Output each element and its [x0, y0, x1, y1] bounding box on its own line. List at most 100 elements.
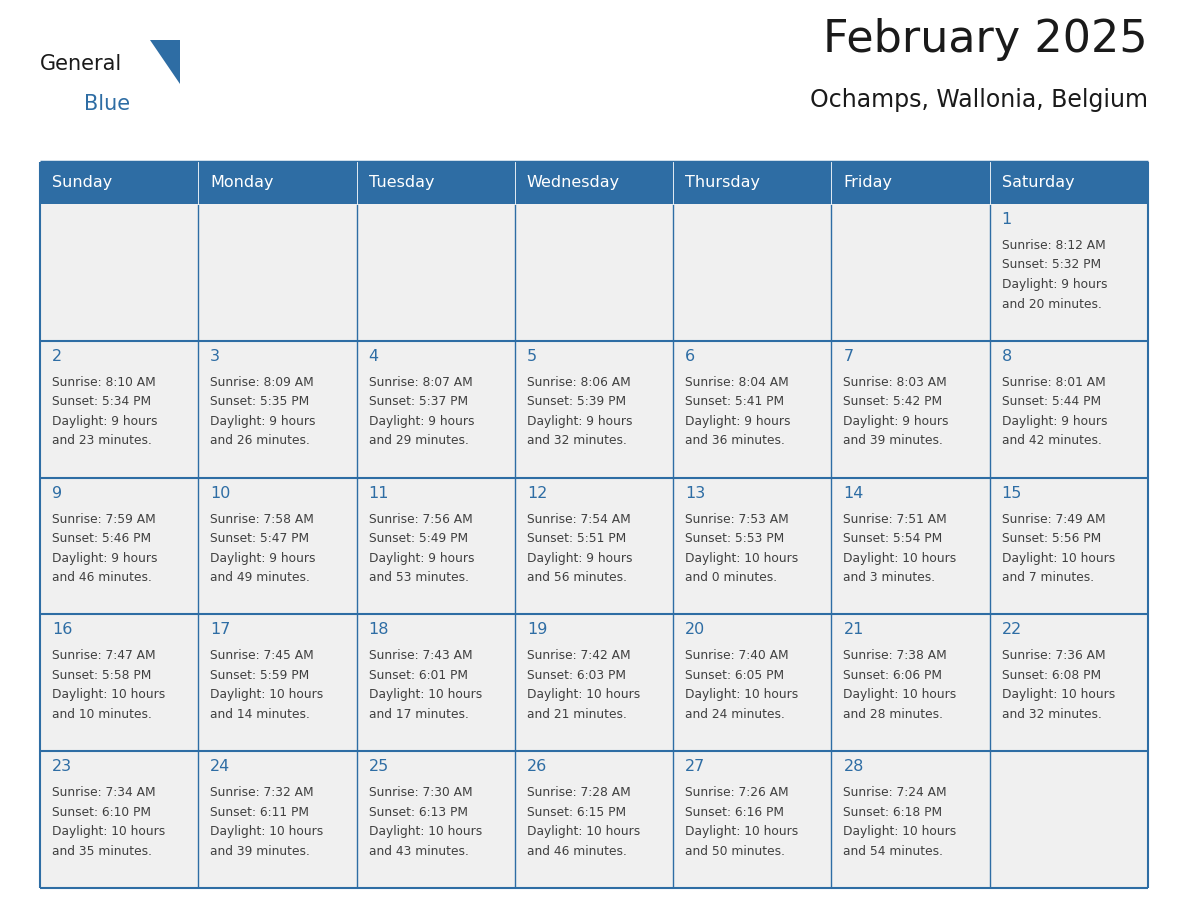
Text: Sunrise: 7:59 AM: Sunrise: 7:59 AM — [52, 512, 156, 526]
Text: 9: 9 — [52, 486, 62, 500]
Bar — [40, 614, 198, 751]
Text: Daylight: 10 hours: Daylight: 10 hours — [843, 825, 956, 838]
Text: Friday: Friday — [843, 175, 892, 191]
Text: Sunset: 6:18 PM: Sunset: 6:18 PM — [843, 806, 942, 819]
Bar — [990, 614, 1148, 751]
Text: 4: 4 — [368, 349, 379, 364]
Text: Daylight: 9 hours: Daylight: 9 hours — [1001, 278, 1107, 291]
Text: 13: 13 — [685, 486, 706, 500]
Bar — [990, 751, 1148, 888]
Bar — [356, 204, 514, 341]
Text: 25: 25 — [368, 759, 388, 774]
Text: and 49 minutes.: and 49 minutes. — [210, 571, 310, 584]
Bar — [674, 162, 832, 204]
Text: and 0 minutes.: and 0 minutes. — [685, 571, 777, 584]
Text: Sunset: 6:11 PM: Sunset: 6:11 PM — [210, 806, 309, 819]
Bar — [674, 204, 832, 341]
Text: and 21 minutes.: and 21 minutes. — [526, 708, 627, 721]
Bar — [990, 204, 1148, 341]
Text: 6: 6 — [685, 349, 695, 364]
Text: Daylight: 10 hours: Daylight: 10 hours — [685, 552, 798, 565]
Text: and 43 minutes.: and 43 minutes. — [368, 845, 468, 857]
Text: Sunset: 5:35 PM: Sunset: 5:35 PM — [210, 396, 310, 409]
Text: Daylight: 9 hours: Daylight: 9 hours — [368, 415, 474, 428]
Text: and 32 minutes.: and 32 minutes. — [1001, 708, 1101, 721]
Text: Sunrise: 8:01 AM: Sunrise: 8:01 AM — [1001, 375, 1106, 389]
Text: and 10 minutes.: and 10 minutes. — [52, 708, 152, 721]
Text: Sunday: Sunday — [52, 175, 112, 191]
Text: and 39 minutes.: and 39 minutes. — [210, 845, 310, 857]
Text: Daylight: 10 hours: Daylight: 10 hours — [1001, 688, 1116, 701]
Text: Sunrise: 7:45 AM: Sunrise: 7:45 AM — [210, 649, 314, 663]
Text: and 32 minutes.: and 32 minutes. — [526, 434, 627, 447]
Text: Daylight: 10 hours: Daylight: 10 hours — [843, 688, 956, 701]
Bar — [356, 341, 514, 477]
Text: 24: 24 — [210, 759, 230, 774]
Bar — [674, 614, 832, 751]
Text: 1: 1 — [1001, 212, 1012, 227]
Text: Sunset: 6:06 PM: Sunset: 6:06 PM — [843, 669, 942, 682]
Text: Sunrise: 8:07 AM: Sunrise: 8:07 AM — [368, 375, 473, 389]
Text: 2: 2 — [52, 349, 62, 364]
Text: and 26 minutes.: and 26 minutes. — [210, 434, 310, 447]
Text: Sunset: 6:15 PM: Sunset: 6:15 PM — [526, 806, 626, 819]
Text: Sunset: 5:41 PM: Sunset: 5:41 PM — [685, 396, 784, 409]
Bar — [514, 162, 674, 204]
Text: Monday: Monday — [210, 175, 273, 191]
Text: Sunrise: 8:06 AM: Sunrise: 8:06 AM — [526, 375, 631, 389]
Text: Daylight: 10 hours: Daylight: 10 hours — [843, 552, 956, 565]
Text: and 3 minutes.: and 3 minutes. — [843, 571, 936, 584]
Bar — [514, 751, 674, 888]
Bar — [674, 341, 832, 477]
Text: Daylight: 9 hours: Daylight: 9 hours — [843, 415, 949, 428]
Text: and 7 minutes.: and 7 minutes. — [1001, 571, 1094, 584]
Text: Sunrise: 8:12 AM: Sunrise: 8:12 AM — [1001, 239, 1106, 252]
Text: Daylight: 9 hours: Daylight: 9 hours — [52, 415, 158, 428]
Text: Sunrise: 7:36 AM: Sunrise: 7:36 AM — [1001, 649, 1105, 663]
Text: Sunset: 5:34 PM: Sunset: 5:34 PM — [52, 396, 151, 409]
Text: 14: 14 — [843, 486, 864, 500]
Text: Ochamps, Wallonia, Belgium: Ochamps, Wallonia, Belgium — [810, 88, 1148, 112]
Text: Daylight: 10 hours: Daylight: 10 hours — [368, 825, 482, 838]
Text: and 53 minutes.: and 53 minutes. — [368, 571, 468, 584]
Text: Sunrise: 8:04 AM: Sunrise: 8:04 AM — [685, 375, 789, 389]
Text: 27: 27 — [685, 759, 706, 774]
Text: and 36 minutes.: and 36 minutes. — [685, 434, 785, 447]
Text: Sunrise: 8:10 AM: Sunrise: 8:10 AM — [52, 375, 156, 389]
Bar — [990, 477, 1148, 614]
Text: Sunset: 5:58 PM: Sunset: 5:58 PM — [52, 669, 151, 682]
Bar — [990, 162, 1148, 204]
Bar — [674, 477, 832, 614]
Bar — [40, 751, 198, 888]
Bar — [198, 751, 356, 888]
Bar — [40, 204, 198, 341]
Text: Saturday: Saturday — [1001, 175, 1074, 191]
Text: and 56 minutes.: and 56 minutes. — [526, 571, 627, 584]
Text: and 14 minutes.: and 14 minutes. — [210, 708, 310, 721]
Text: Sunset: 6:08 PM: Sunset: 6:08 PM — [1001, 669, 1101, 682]
Text: Daylight: 9 hours: Daylight: 9 hours — [368, 552, 474, 565]
Text: Tuesday: Tuesday — [368, 175, 434, 191]
Text: Daylight: 9 hours: Daylight: 9 hours — [526, 552, 632, 565]
Text: Sunrise: 7:51 AM: Sunrise: 7:51 AM — [843, 512, 947, 526]
Text: Thursday: Thursday — [685, 175, 760, 191]
Bar — [40, 162, 198, 204]
Text: 20: 20 — [685, 622, 706, 637]
Text: Sunset: 5:39 PM: Sunset: 5:39 PM — [526, 396, 626, 409]
Bar — [356, 162, 514, 204]
Text: and 29 minutes.: and 29 minutes. — [368, 434, 468, 447]
Bar — [832, 751, 990, 888]
Text: Daylight: 9 hours: Daylight: 9 hours — [1001, 415, 1107, 428]
Text: 10: 10 — [210, 486, 230, 500]
Text: 22: 22 — [1001, 622, 1022, 637]
Bar — [40, 477, 198, 614]
Bar — [198, 162, 356, 204]
Text: Wednesday: Wednesday — [526, 175, 620, 191]
Text: 3: 3 — [210, 349, 220, 364]
Text: Sunrise: 7:28 AM: Sunrise: 7:28 AM — [526, 786, 631, 800]
Text: and 20 minutes.: and 20 minutes. — [1001, 297, 1101, 310]
Text: Sunrise: 7:24 AM: Sunrise: 7:24 AM — [843, 786, 947, 800]
Text: Sunrise: 7:58 AM: Sunrise: 7:58 AM — [210, 512, 314, 526]
Text: Daylight: 10 hours: Daylight: 10 hours — [526, 688, 640, 701]
Text: and 50 minutes.: and 50 minutes. — [685, 845, 785, 857]
